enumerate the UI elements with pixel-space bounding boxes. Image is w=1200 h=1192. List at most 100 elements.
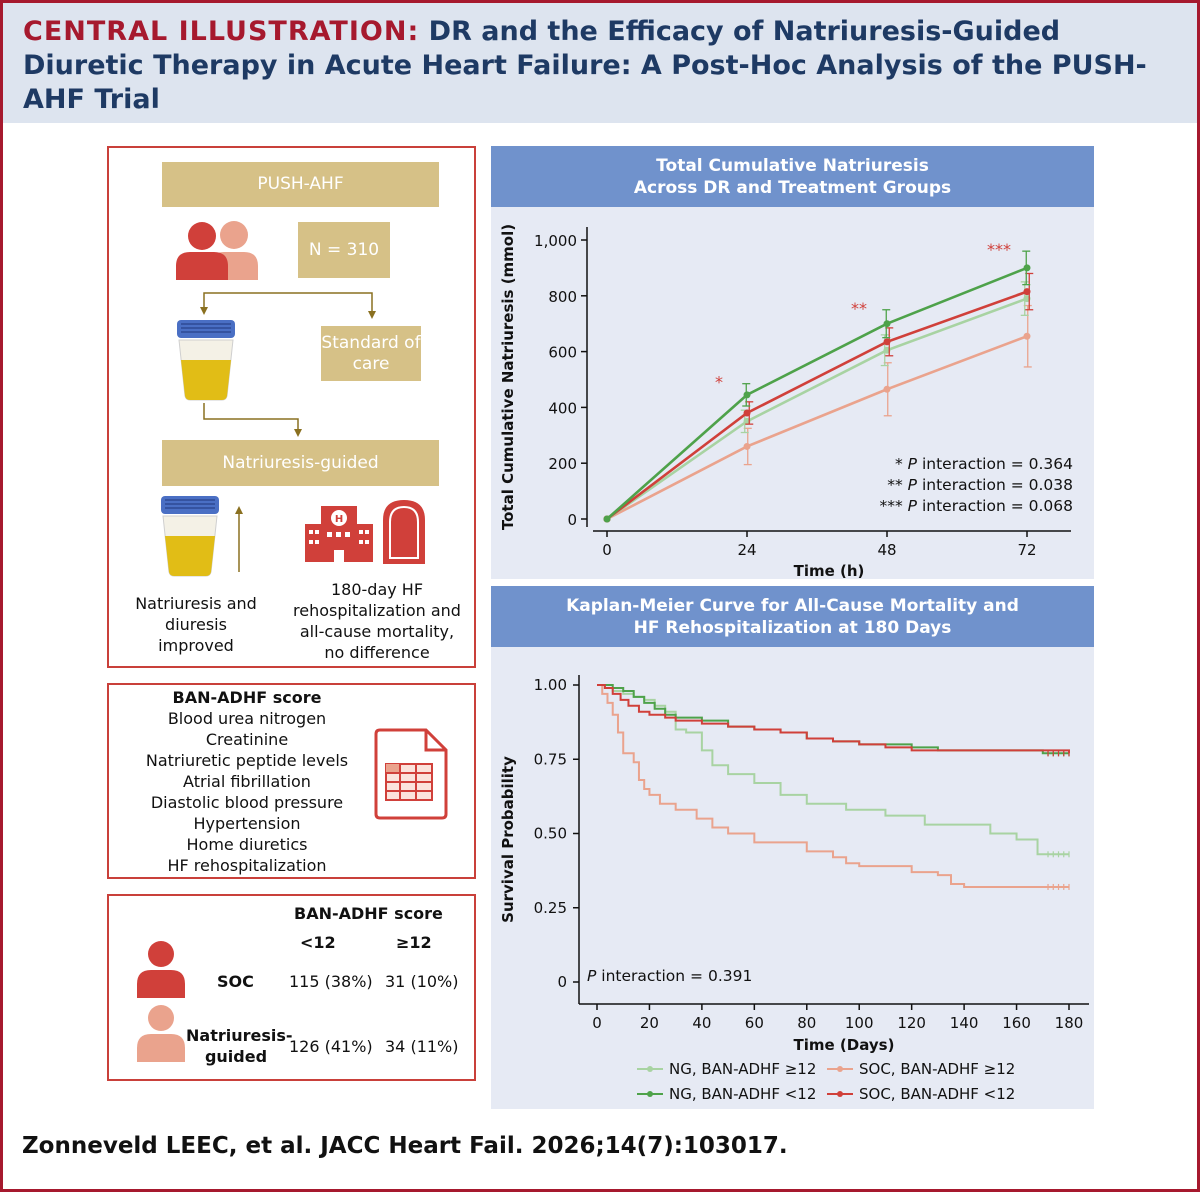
score-item: Natriuretic peptide levels bbox=[145, 751, 349, 770]
document-table-icon bbox=[374, 728, 448, 820]
table-col-high: ≥12 bbox=[396, 933, 432, 952]
chart1-series-line bbox=[606, 290, 1028, 521]
header-title-text: DR and the Efficacy of Natriuresis-Guide… bbox=[23, 16, 1147, 115]
chart1-series-line bbox=[606, 266, 1028, 520]
km-curve-2 bbox=[597, 684, 1069, 888]
chart2-x-tick-label: 60 bbox=[745, 1014, 764, 1032]
chart2-legend-label: SOC, BAN-ADHF ≥12 bbox=[859, 1060, 1015, 1078]
score-item: Creatinine bbox=[205, 730, 289, 749]
chart1-sig-marker: ** bbox=[851, 299, 867, 318]
table-title: BAN-ADHF score bbox=[294, 904, 443, 923]
chart1-point bbox=[1023, 288, 1031, 296]
chart1-x-tick-label: 0 bbox=[602, 541, 612, 559]
chart2-legend-dot bbox=[647, 1066, 653, 1072]
chart1-y-tick-label: 1,000 bbox=[534, 232, 577, 250]
km-curve-1 bbox=[597, 684, 1069, 755]
urine-cup-icon bbox=[177, 320, 235, 401]
chart2-x-tick-label: 40 bbox=[692, 1014, 711, 1032]
header-title: CENTRAL ILLUSTRATION: DR and the Efficac… bbox=[23, 15, 1177, 117]
ng-high-cell: 34 (11%) bbox=[385, 1037, 459, 1056]
chart1-x-tick-label: 48 bbox=[877, 541, 896, 559]
chart1-point bbox=[743, 442, 751, 450]
chart2-legend-dot bbox=[647, 1091, 653, 1097]
chart1-series-line bbox=[606, 335, 1028, 521]
outcome-none-text: 180-day HF rehospitalization and all-cau… bbox=[293, 580, 461, 662]
score-item: Blood urea nitrogen bbox=[167, 709, 327, 728]
chart2-y-tick-label: 0.25 bbox=[534, 899, 567, 917]
chart2-annotation: P interaction = 0.391 bbox=[587, 967, 752, 985]
table-col-low: <12 bbox=[300, 933, 336, 952]
hospital-icon: H bbox=[305, 506, 373, 562]
header-label: CENTRAL ILLUSTRATION: bbox=[23, 16, 420, 47]
n-box: N = 310 bbox=[298, 222, 390, 278]
chart2-legend-label: NG, BAN-ADHF ≥12 bbox=[669, 1060, 816, 1078]
score-list: BAN-ADHF score Blood urea nitrogen Creat… bbox=[120, 687, 374, 876]
outcome-improved-text: Natriuresis and diuresis improved bbox=[135, 594, 257, 655]
chart1-series-line bbox=[606, 297, 1028, 521]
chart1-x-tick-label: 72 bbox=[1017, 541, 1036, 559]
chart1-sig-marker: *** bbox=[987, 240, 1011, 259]
kaplan-meier-chart: 0 0.25 0.50 0.75 1.00 0 20 40 60 80 100 120 140 160 18… bbox=[499, 675, 1089, 1103]
chart2-title: Kaplan-Meier Curve for All-Cause Mortali… bbox=[491, 586, 1094, 647]
chart2-x-tick-label: 120 bbox=[897, 1014, 926, 1032]
chart2-y-label: Survival Probability bbox=[499, 756, 517, 923]
score-title: BAN-ADHF score bbox=[172, 688, 322, 707]
chart2-y-tick-label: 0 bbox=[557, 973, 567, 991]
chart2-y-tick-label: 0.75 bbox=[534, 750, 567, 768]
chart1-y-tick-label: 600 bbox=[548, 344, 577, 362]
score-item: Home diuretics bbox=[186, 835, 308, 854]
chart1-point bbox=[883, 320, 891, 328]
flow-arrows bbox=[200, 292, 376, 437]
soc-high-cell: 31 (10%) bbox=[385, 972, 459, 991]
chart1-y-tick-label: 400 bbox=[548, 399, 577, 417]
flow-panel bbox=[107, 146, 476, 668]
chart1-x-tick-label: 24 bbox=[737, 541, 756, 559]
chart1-series-1 bbox=[603, 250, 1031, 523]
chart1-y-tick-label: 800 bbox=[548, 288, 577, 306]
chart1-y-label: Total Cumulative Natriuresis (mmol) bbox=[499, 224, 517, 530]
patients-icon bbox=[176, 221, 258, 280]
chart1-y-tick-label: 200 bbox=[548, 455, 577, 473]
chart1-title: Total Cumulative Natriuresis Across DR a… bbox=[491, 146, 1094, 207]
footer-citation: Zonneveld LEEC, et al. JACC Heart Fail. … bbox=[22, 1133, 788, 1159]
urine-cup-icon-2 bbox=[161, 496, 219, 577]
natriuresis-chart: 0 200 400 600 800 1,000 0 24 48 72 Time (h) Total C… bbox=[499, 224, 1073, 579]
km-curve-3 bbox=[597, 684, 1070, 754]
chart1-annotation: *** P interaction = 0.068 bbox=[879, 497, 1073, 515]
chart1-sig-marker: * bbox=[715, 373, 723, 392]
chart2-x-tick-label: 100 bbox=[845, 1014, 874, 1032]
chart1-point bbox=[743, 409, 751, 417]
chart1-x-label: Time (h) bbox=[794, 562, 865, 579]
chart1-point bbox=[603, 515, 611, 523]
score-item: Hypertension bbox=[193, 814, 301, 833]
chart1-point bbox=[1023, 264, 1031, 272]
tombstone-icon bbox=[383, 500, 425, 564]
ng-low-cell: 126 (41%) bbox=[289, 1037, 373, 1056]
chart1-y-tick-label: 0 bbox=[567, 511, 577, 529]
soc-label: SOC bbox=[217, 972, 254, 991]
chart1-annotation: ** P interaction = 0.038 bbox=[887, 476, 1073, 494]
soc-low-cell: 115 (38%) bbox=[289, 972, 373, 991]
km-curve-0 bbox=[597, 684, 1069, 856]
chart1-point bbox=[743, 391, 751, 399]
score-item: Diastolic blood pressure bbox=[150, 793, 344, 812]
chart1-annotation: * P interaction = 0.364 bbox=[895, 455, 1073, 473]
ng-label: Natriuresis-guided bbox=[186, 1026, 293, 1066]
arrow-up-icon bbox=[235, 506, 243, 572]
chart1-point bbox=[1023, 332, 1031, 340]
chart2-background bbox=[491, 647, 1094, 1109]
chart1-point bbox=[883, 385, 891, 393]
chart2-y-tick-label: 0.50 bbox=[534, 825, 567, 843]
chart2-legend-dot bbox=[837, 1091, 843, 1097]
chart2-x-tick-label: 80 bbox=[797, 1014, 816, 1032]
svg-text:H: H bbox=[335, 514, 343, 525]
chart2-legend-label: SOC, BAN-ADHF <12 bbox=[859, 1085, 1015, 1103]
chart2-x-label: Time (Days) bbox=[794, 1036, 895, 1054]
chart2-x-tick-label: 160 bbox=[1002, 1014, 1031, 1032]
chart2-y-tick-label: 1.00 bbox=[534, 676, 567, 694]
soc-person-icon bbox=[137, 941, 185, 998]
standard-care-box: Standard of care bbox=[321, 326, 421, 381]
chart2-legend-label: NG, BAN-ADHF <12 bbox=[669, 1085, 816, 1103]
header: CENTRAL ILLUSTRATION: DR and the Efficac… bbox=[3, 3, 1197, 123]
